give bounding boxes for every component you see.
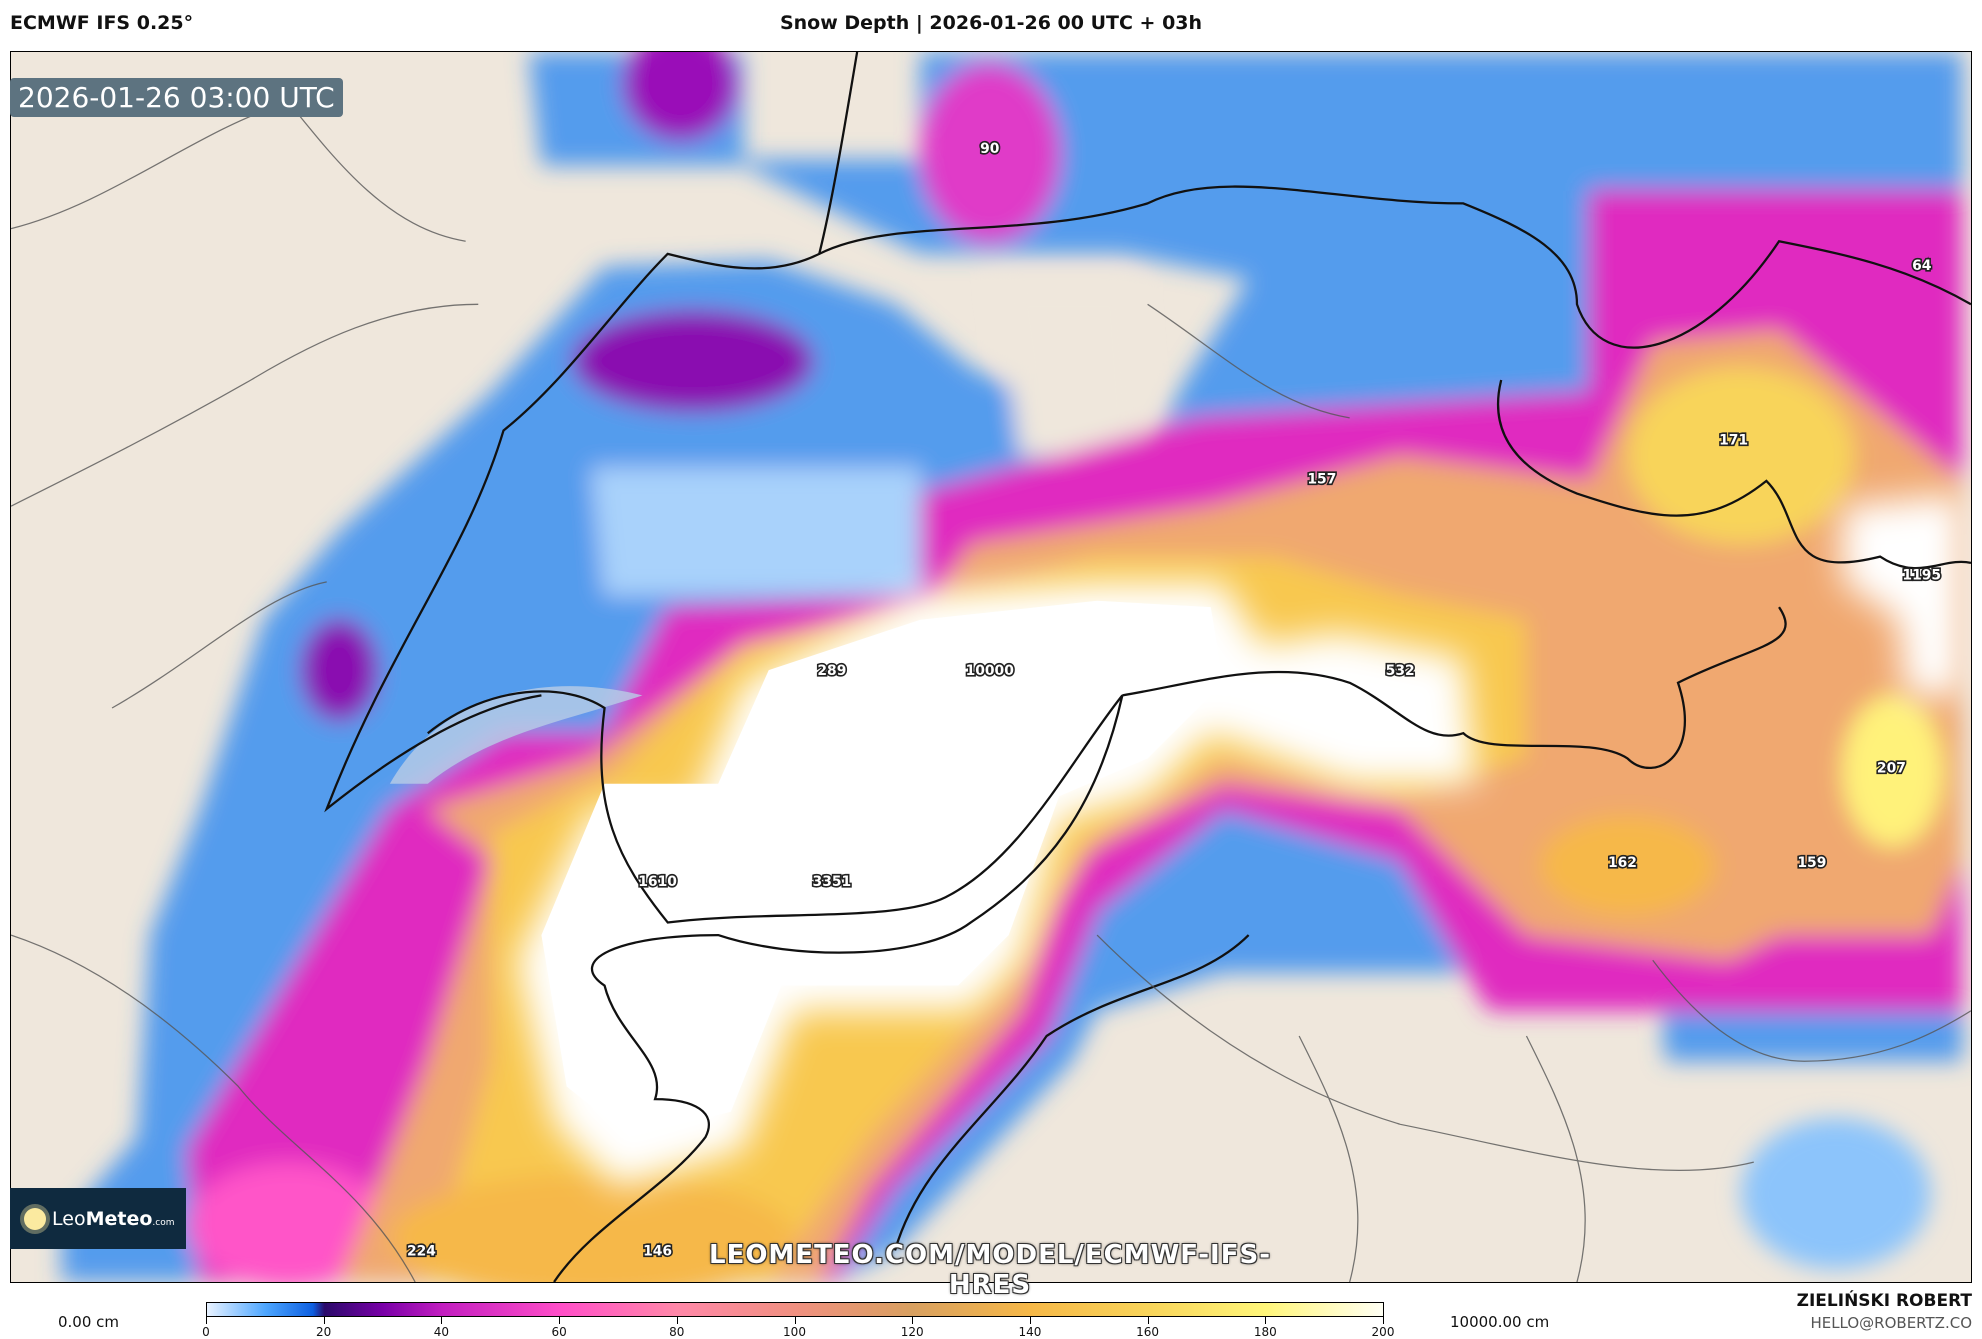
- model-name: ECMWF IFS 0.25°: [10, 12, 194, 34]
- colorbar-tick: [1147, 1317, 1149, 1324]
- colorbar: [206, 1302, 1384, 1317]
- colorbar-tick-label: 120: [900, 1325, 924, 1339]
- colorbar-tick: [794, 1317, 796, 1324]
- colorbar-tick: [1029, 1317, 1031, 1324]
- colorbar-tick: [1383, 1317, 1384, 1324]
- snow-blob-north: [623, 52, 738, 141]
- value-label: 157: [1307, 471, 1336, 487]
- sun-icon: [24, 1207, 46, 1230]
- value-labels: 90 64 157 171 1195 289 10000 532 207 161…: [405, 139, 1942, 1261]
- colorbar-tick-label: 160: [1136, 1325, 1160, 1339]
- author-email[interactable]: HELLO@ROBERTZ.CO: [1810, 1314, 1972, 1332]
- colorbar-tick-label: 100: [783, 1325, 806, 1339]
- value-label: 171: [1719, 432, 1748, 448]
- snow-white-core: [541, 600, 1224, 1137]
- value-label: 532: [1386, 663, 1415, 679]
- region-borders: [11, 101, 1971, 1282]
- watermark-url: LEOMETEO.COM/MODEL/ECMWF-IFS-HRES: [709, 1240, 1271, 1300]
- value-label: 159: [1797, 855, 1826, 871]
- lake-geneva: [389, 686, 643, 784]
- value-label: 162: [1608, 855, 1637, 871]
- colorbar-tick: [676, 1317, 678, 1324]
- value-label: 224: [407, 1244, 436, 1260]
- snow-blob-west: [572, 310, 813, 412]
- colorbar-tick-label: 0: [202, 1325, 210, 1339]
- colorbar-tick-label: 80: [669, 1325, 685, 1339]
- light-blue-zone: [591, 468, 921, 595]
- colorbar-tick-label: 200: [1371, 1325, 1395, 1339]
- value-label: 64: [1912, 258, 1932, 274]
- chart-title: Snow Depth | 2026-01-26 00 UTC + 03h: [779, 12, 1203, 34]
- snow-yellow-bottom: [389, 1174, 794, 1282]
- colorbar-tick: [323, 1317, 325, 1324]
- colorbar-tick: [206, 1317, 207, 1324]
- colorbar-tick-label: 60: [551, 1325, 567, 1339]
- value-label: 10000: [966, 663, 1014, 679]
- author-name: ZIELIŃSKI ROBERT: [1796, 1291, 1972, 1311]
- colorbar-tick-label: 40: [433, 1325, 450, 1339]
- colorbar-tick-label: 180: [1253, 1325, 1277, 1339]
- value-label: 3351: [813, 874, 852, 890]
- colorbar-tick: [559, 1317, 561, 1324]
- colorbar-tick-label: 140: [1018, 1325, 1042, 1339]
- snow-depth-map[interactable]: 90 64 157 171 1195 289 10000 532 207 161…: [10, 51, 1972, 1283]
- snow-yellow-207: [1842, 695, 1944, 847]
- value-label: 1195: [1902, 567, 1941, 583]
- logo-text: LeoMeteo.com: [52, 1207, 175, 1230]
- value-label: 90: [980, 141, 999, 157]
- value-label: 146: [643, 1244, 672, 1260]
- snow-white-east: [1842, 493, 1963, 696]
- snow-blob-90: [920, 64, 1060, 242]
- value-label: 289: [817, 663, 846, 679]
- value-label: 1610: [638, 874, 677, 890]
- snow-blue-bottom-right: [1741, 1118, 1931, 1270]
- valid-time-badge: 2026-01-26 03:00 UTC: [10, 78, 343, 117]
- colorbar-tick-label: 20: [316, 1325, 332, 1339]
- land-gap: [996, 279, 1148, 456]
- value-label: 207: [1877, 760, 1906, 776]
- leometeo-logo[interactable]: LeoMeteo.com: [10, 1188, 186, 1249]
- snow-yellow-162: [1539, 815, 1716, 917]
- colorbar-tick: [1265, 1317, 1267, 1324]
- snow-blob-bottom-left: [187, 1162, 390, 1282]
- colorbar-tick: [441, 1317, 443, 1324]
- legend-max-label: 10000.00 cm: [1450, 1313, 1550, 1331]
- colorbar-tick: [912, 1317, 914, 1324]
- snow-blob-southwest: [301, 619, 378, 721]
- snow-yellow-171: [1627, 367, 1855, 544]
- country-borders: [324, 52, 1971, 1282]
- legend-min-label: 0.00 cm: [58, 1313, 120, 1331]
